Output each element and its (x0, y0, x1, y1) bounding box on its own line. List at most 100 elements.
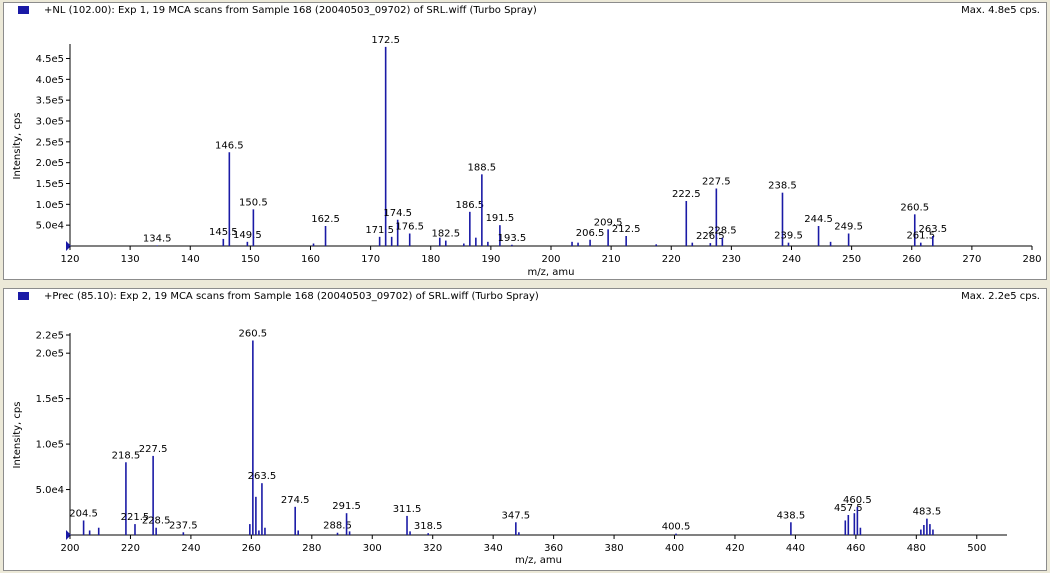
peak-label: 221.5 (121, 512, 150, 523)
y-tick-label: 2.0e5 (36, 158, 64, 169)
peak-label: 288.5 (323, 521, 352, 532)
x-axis-title: m/z, amu (528, 267, 575, 278)
spectrum-title: +NL (102.00): Exp 1, 19 MCA scans from S… (44, 5, 537, 16)
spectrum-title: +Prec (85.10): Exp 2, 19 MCA scans from … (44, 291, 539, 302)
x-tick-label: 140 (181, 254, 200, 265)
peak-label: 228.5 (708, 226, 737, 237)
y-tick-label: 5.0e4 (36, 485, 64, 496)
peak-label: 483.5 (913, 507, 942, 518)
nl-spectrum-plot[interactable]: 120 130 140 150 160 170 180 190 200 210 220 230 240 2… (4, 3, 1046, 279)
x-tick-label: 220 (121, 543, 140, 554)
spectrum-panel-nl[interactable]: +NL (102.00): Exp 1, 19 MCA scans from S… (3, 2, 1047, 280)
x-tick-label: 340 (484, 543, 503, 554)
y-tick-label: 1.5e5 (36, 179, 64, 190)
prec-spectrum-plot[interactable]: 200 220 240 260 280 300 320 340 360 380 400 420 440 4… (4, 289, 1046, 570)
series-legend-swatch (18, 6, 29, 14)
x-tick-label: 300 (363, 543, 382, 554)
peak-label: 227.5 (139, 444, 168, 455)
x-tick-label: 200 (541, 254, 560, 265)
peak-label: 188.5 (468, 162, 497, 173)
peak-label: 238.5 (768, 181, 797, 192)
peak-label: 291.5 (332, 501, 361, 512)
x-tick-label: 180 (421, 254, 440, 265)
x-tick-label: 170 (361, 254, 380, 265)
y-tick-label: 1.0e5 (36, 200, 64, 211)
peak-label: 237.5 (169, 520, 198, 531)
x-tick-label: 440 (786, 543, 805, 554)
x-tick-label: 280 (1022, 254, 1041, 265)
peak-label: 145.5 (209, 227, 238, 238)
origin-marker-icon (66, 530, 71, 540)
peak-label: 176.5 (395, 222, 424, 233)
x-tick-label: 420 (725, 543, 744, 554)
peak-label: 204.5 (69, 508, 98, 519)
max-intensity-label: Max. 4.8e5 cps. (961, 5, 1040, 16)
x-tick-label: 260 (242, 543, 261, 554)
y-tick-label: 2.0e5 (36, 349, 64, 360)
peak-label: 249.5 (834, 222, 863, 233)
y-axis-title: Intensity, cps (12, 113, 23, 180)
peak-label: 260.5 (900, 202, 929, 213)
peak-label: 244.5 (804, 214, 833, 225)
x-tick-label: 240 (181, 543, 200, 554)
peak-label: 146.5 (215, 140, 244, 151)
peak-label: 193.5 (498, 233, 527, 244)
peak-label: 274.5 (281, 495, 310, 506)
y-tick-label: 2.2e5 (36, 331, 64, 342)
peak-label: 149.5 (233, 230, 262, 241)
peak-label: 228.5 (142, 516, 171, 527)
x-tick-label: 480 (907, 543, 926, 554)
peak-label: 171.5 (365, 225, 394, 236)
x-tick-label: 360 (544, 543, 563, 554)
y-tick-label: 1.5e5 (36, 394, 64, 405)
x-tick-label: 400 (665, 543, 684, 554)
peak-label: 182.5 (431, 229, 460, 240)
peak-label: 218.5 (112, 450, 141, 461)
peak-label: 460.5 (843, 495, 872, 506)
x-tick-label: 460 (846, 543, 865, 554)
y-tick-label: 2.5e5 (36, 137, 64, 148)
x-tick-label: 250 (842, 254, 861, 265)
y-tick-label: 4.5e5 (36, 54, 64, 65)
peak-label: 457.5 (834, 503, 863, 514)
peak-label: 347.5 (502, 510, 531, 521)
x-tick-label: 240 (782, 254, 801, 265)
peak-label: 400.5 (662, 522, 691, 533)
x-tick-label: 190 (481, 254, 500, 265)
x-tick-label: 130 (121, 254, 140, 265)
peak-label: 239.5 (774, 231, 803, 242)
x-tick-label: 150 (241, 254, 260, 265)
peak-label: 191.5 (486, 213, 515, 224)
series-legend-swatch (18, 292, 29, 300)
y-axis-title: Intensity, cps (12, 402, 23, 469)
peak-label: 222.5 (672, 189, 701, 200)
y-tick-label: 3.0e5 (36, 117, 64, 128)
peak-label: 206.5 (576, 228, 605, 239)
x-tick-label: 160 (301, 254, 320, 265)
peak-label: 212.5 (612, 224, 641, 235)
peak-label: 172.5 (371, 35, 400, 46)
peak-label: 438.5 (777, 510, 806, 521)
x-tick-label: 270 (962, 254, 981, 265)
peak-label: 134.5 (143, 233, 172, 244)
x-tick-label: 230 (722, 254, 741, 265)
origin-marker-icon (66, 241, 71, 251)
spectrum-panel-prec[interactable]: +Prec (85.10): Exp 2, 19 MCA scans from … (3, 288, 1047, 571)
x-tick-label: 280 (302, 543, 321, 554)
peak-label: 263.5 (248, 471, 277, 482)
x-tick-label: 220 (662, 254, 681, 265)
max-intensity-label: Max. 2.2e5 cps. (961, 291, 1040, 302)
x-tick-label: 260 (902, 254, 921, 265)
x-tick-label: 200 (60, 543, 79, 554)
peak-label: 226.5 (696, 231, 725, 242)
y-tick-label: 3.5e5 (36, 96, 64, 107)
x-tick-label: 380 (605, 543, 624, 554)
peak-label: 186.5 (456, 200, 485, 211)
y-tick-label: 5.0e4 (36, 221, 64, 232)
x-tick-label: 320 (423, 543, 442, 554)
peak-label: 260.5 (239, 328, 268, 339)
peak-label: 227.5 (702, 177, 731, 188)
peak-label: 174.5 (383, 208, 412, 219)
peak-label: 263.5 (918, 224, 947, 235)
x-tick-label: 210 (602, 254, 621, 265)
